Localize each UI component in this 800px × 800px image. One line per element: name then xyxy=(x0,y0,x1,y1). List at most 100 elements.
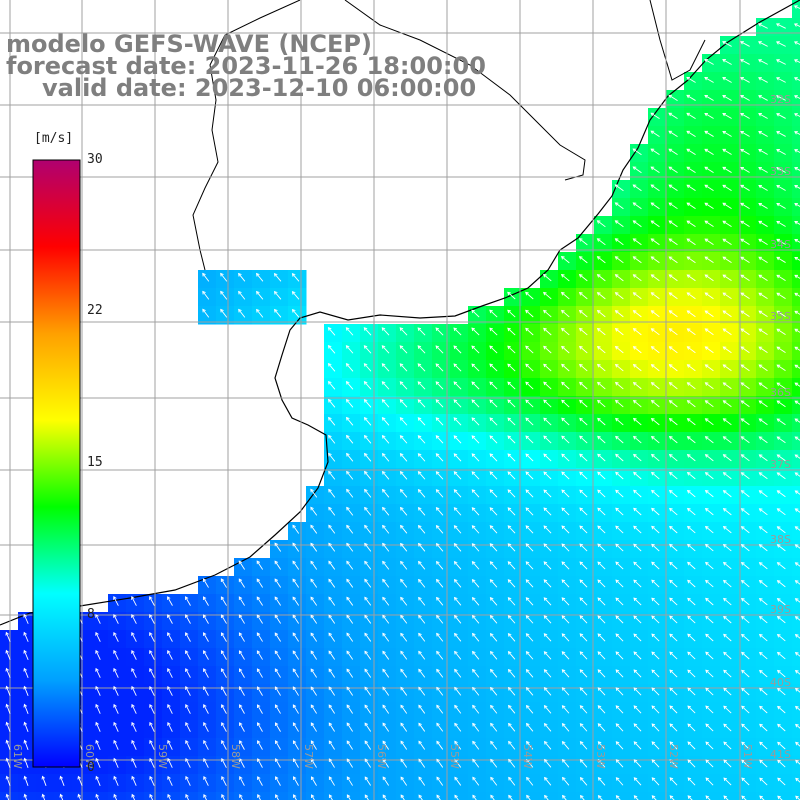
wind-arrow-head xyxy=(668,94,673,99)
wind-arrow-head xyxy=(651,759,656,763)
wind-arrow xyxy=(364,525,372,534)
wind-arrow-head xyxy=(454,740,458,745)
wind-arrow-head xyxy=(221,704,225,708)
wind-arrow xyxy=(704,148,714,155)
wind-arrow xyxy=(167,686,173,696)
wind-arrow xyxy=(794,436,800,441)
wind-arrow-head xyxy=(705,705,709,710)
wind-arrow-head xyxy=(579,435,583,440)
wind-arrow xyxy=(364,399,372,408)
wind-arrow-head xyxy=(471,417,476,421)
wind-arrow xyxy=(346,758,353,768)
wind-arrow-head xyxy=(579,399,583,404)
speed-cell xyxy=(648,792,667,800)
wind-arrow-head xyxy=(669,759,674,763)
wind-arrow xyxy=(669,400,678,408)
wind-arrow-head xyxy=(722,274,727,279)
wind-arrow xyxy=(256,291,264,300)
wind-arrow xyxy=(418,794,423,800)
wind-arrow xyxy=(794,382,800,387)
wind-arrow-head xyxy=(615,471,619,476)
wind-arrow-head xyxy=(95,703,99,708)
wind-arrow-head xyxy=(239,686,243,690)
wind-arrow-head xyxy=(561,435,565,440)
wind-arrow xyxy=(489,363,498,372)
wind-arrow xyxy=(562,723,570,732)
wind-arrow-head xyxy=(525,525,530,529)
wind-arrow-head xyxy=(507,363,511,368)
wind-arrow-head xyxy=(292,542,296,547)
wind-arrow xyxy=(454,723,462,732)
wind-arrow-head xyxy=(543,525,548,530)
wind-arrow xyxy=(669,669,678,678)
wind-arrow xyxy=(454,579,462,588)
wind-arrow-head xyxy=(525,669,530,673)
wind-arrow-head xyxy=(292,524,296,529)
wind-arrow xyxy=(275,704,281,714)
wind-arrow-head xyxy=(381,470,386,475)
wind-arrow xyxy=(597,382,606,390)
wind-arrow-head xyxy=(740,310,745,314)
wind-arrow xyxy=(561,507,570,516)
latitude-label: 35S xyxy=(770,310,791,323)
wind-arrow xyxy=(597,256,606,264)
wind-arrow-head xyxy=(202,578,207,582)
wind-arrow xyxy=(561,399,570,408)
wind-arrow-head xyxy=(453,345,458,350)
wind-arrow-head xyxy=(41,775,46,780)
wind-arrow xyxy=(399,399,408,408)
wind-arrow-head xyxy=(382,740,387,745)
wind-arrow xyxy=(759,436,768,444)
wind-arrow xyxy=(668,94,678,101)
wind-arrow xyxy=(633,310,642,318)
wind-arrow-head xyxy=(705,651,709,656)
wind-arrow-head xyxy=(776,454,781,458)
wind-arrow-head xyxy=(758,202,763,207)
wind-arrow-head xyxy=(382,542,386,547)
wind-arrow-head xyxy=(597,777,602,781)
wind-arrow-head xyxy=(292,560,296,565)
wind-arrow-head xyxy=(131,667,135,672)
wind-arrow xyxy=(418,471,426,480)
wind-arrow-head xyxy=(310,776,315,780)
wind-arrow-head xyxy=(131,793,135,798)
wind-arrow-head xyxy=(561,615,566,619)
wind-arrow-head xyxy=(23,739,28,744)
wind-arrow xyxy=(615,633,624,642)
wind-arrow-head xyxy=(723,741,727,746)
wind-arrow-head xyxy=(400,794,405,799)
wind-arrow xyxy=(615,705,624,714)
wind-arrow-head xyxy=(131,649,135,654)
wind-arrow-head xyxy=(561,345,565,350)
wind-arrow xyxy=(687,759,696,768)
wind-arrow-head xyxy=(740,400,745,404)
wind-arrow-head xyxy=(471,614,476,619)
wind-arrow-head xyxy=(795,705,799,710)
valid-date: valid date: 2023-12-10 06:00:00 xyxy=(42,74,477,102)
speed-cell xyxy=(792,612,800,631)
wind-arrow-head xyxy=(291,290,296,295)
wind-arrow xyxy=(293,794,297,800)
wind-arrow-head xyxy=(185,686,189,690)
wind-arrow xyxy=(472,723,480,732)
wind-arrow-head xyxy=(346,776,351,781)
wind-arrow-head xyxy=(454,614,458,619)
wind-arrow xyxy=(794,131,800,135)
wind-arrow-head xyxy=(400,650,404,655)
wind-arrow xyxy=(597,633,606,642)
wind-arrow xyxy=(220,291,228,300)
wind-arrow-head xyxy=(633,525,637,530)
wind-arrow xyxy=(580,705,588,714)
wind-arrow xyxy=(597,615,606,624)
wind-arrow xyxy=(149,758,155,768)
wind-arrow-head xyxy=(543,309,547,314)
wind-arrow xyxy=(24,758,29,768)
wind-arrow-head xyxy=(525,615,530,619)
wind-arrow xyxy=(651,508,660,516)
wind-arrow xyxy=(328,381,336,390)
wind-arrow xyxy=(758,131,768,137)
wind-arrow xyxy=(597,471,606,480)
wind-arrow xyxy=(400,561,408,570)
wind-arrow-head xyxy=(364,614,368,619)
wind-arrow xyxy=(274,273,282,282)
